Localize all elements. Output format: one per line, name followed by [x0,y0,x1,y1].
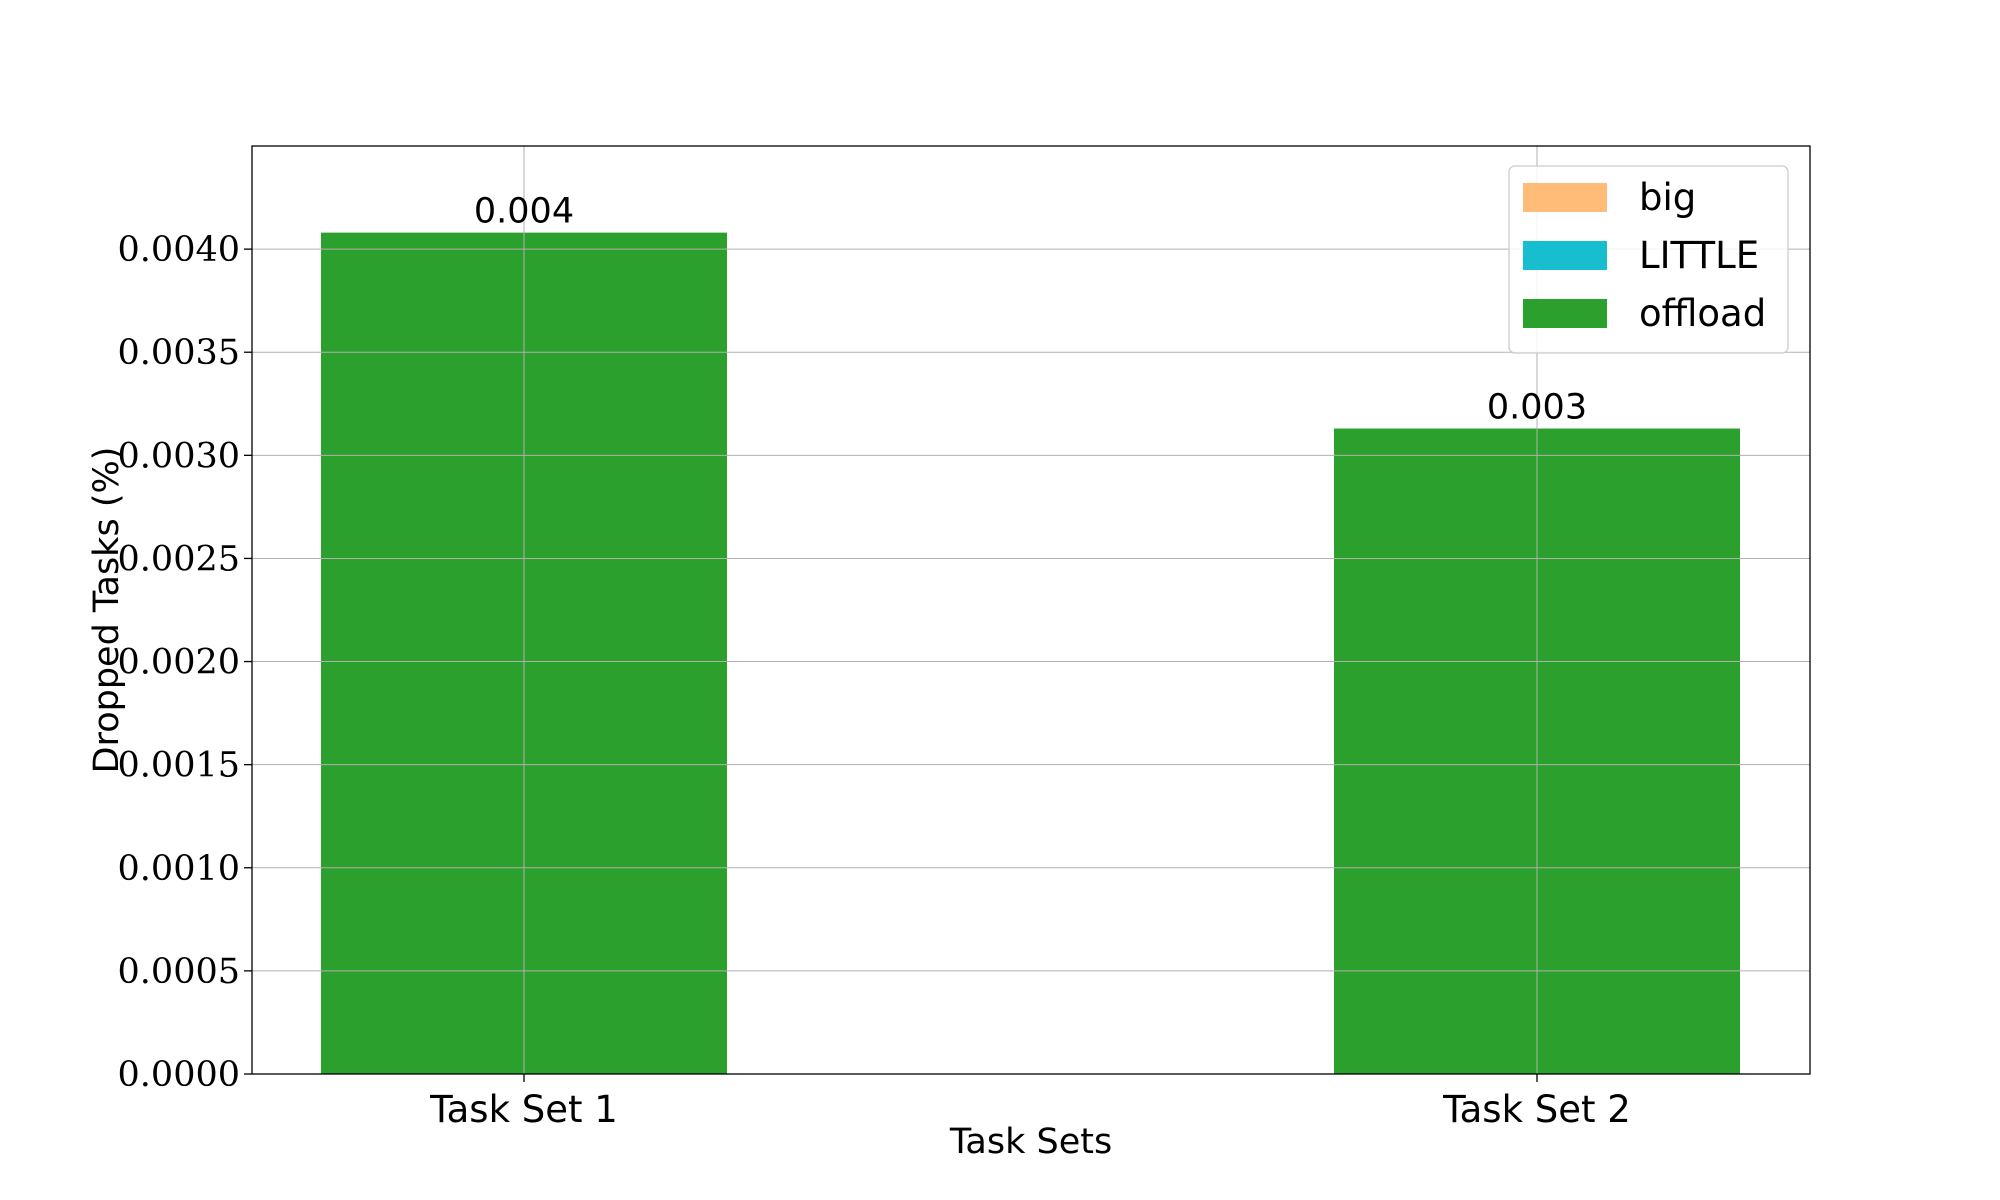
y-tick-label: 0.0005 [118,952,240,992]
y-tick-label: 0.0015 [118,746,240,786]
data-labels: 0.004 0.003 [474,192,1587,428]
bar-value-label: 0.003 [1487,388,1587,428]
y-tick-label: 0.0020 [118,643,240,683]
legend-swatch-offload [1523,299,1607,328]
y-tick-label: 0.0040 [118,230,240,270]
x-tick-label: Task Set 1 [429,1088,618,1131]
legend-label-little: LITTLE [1639,234,1759,277]
legend-swatch-little [1523,241,1607,270]
y-axis-ticks: 0.0000 0.0005 0.0010 0.0015 0.0020 0.0025 0.00… [118,230,252,1095]
legend-swatch-big [1523,183,1607,212]
y-tick-label: 0.0000 [118,1055,240,1095]
bar-value-label: 0.004 [474,192,574,232]
legend: big LITTLE offload [1508,165,1789,354]
y-tick-label: 0.0010 [118,849,240,889]
legend-label-big: big [1639,176,1696,219]
y-tick-label: 0.0035 [118,333,240,373]
legend-label-offload: offload [1639,292,1766,335]
y-tick-label: 0.0030 [118,436,240,476]
x-axis-ticks: Task Set 1 Task Set 2 [429,1074,1631,1131]
plot-frame [251,145,1811,1075]
x-tick-label: Task Set 2 [1442,1088,1631,1131]
y-axis-label: Dropped Tasks (%) [87,447,127,774]
x-axis-label: Task Sets [949,1122,1112,1162]
y-tick-label: 0.0025 [118,539,240,579]
